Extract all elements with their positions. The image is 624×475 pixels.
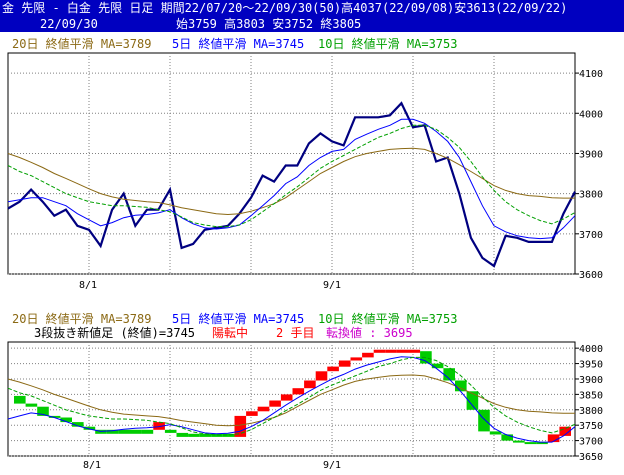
renko-up-block <box>373 349 386 353</box>
legend2-ma5: 5日 終値平滑 MA=3745 <box>172 311 304 326</box>
ohlc-summary: 始3759 高3803 安3752 終3805 <box>176 17 362 31</box>
renko-up-block <box>350 357 363 361</box>
instrument-title: 金 先限 - 白金 先限 日足 期間22/07/20～22/09/30(50)高… <box>2 1 568 15</box>
ma20-line <box>7 147 575 216</box>
renko-down-block <box>14 395 26 404</box>
renko-up-block <box>257 406 270 412</box>
bottom-y-tick-label: 3950 <box>579 360 603 371</box>
bottom-plot-frame <box>7 341 576 457</box>
bottom-x-tick-label: 9/1 <box>323 460 341 471</box>
renko-up-block <box>362 352 374 358</box>
ma10-line <box>7 124 576 228</box>
renko-up-block <box>385 349 397 353</box>
renko-down-block <box>60 417 72 423</box>
top-y-tick-label: 3700 <box>579 230 603 241</box>
renko-down-block <box>513 440 525 443</box>
renko-down-block <box>489 431 502 435</box>
legend2-ma10: 10日 終値平滑 MA=3753 <box>318 311 457 326</box>
renko-down-block <box>37 406 49 416</box>
renko-reversal-value: 転換値 : 3695 <box>326 325 413 340</box>
renko-up-block <box>234 415 247 437</box>
legend-ma5: 5日 終値平滑 MA=3745 <box>172 36 304 51</box>
bottom-y-tick-label: 3750 <box>579 421 603 432</box>
bottom-y-tick-label: 4000 <box>579 344 603 355</box>
renko-up-block <box>338 360 351 367</box>
bottom-y-tick-label: 3850 <box>579 390 603 401</box>
bottom-ma10-line <box>7 356 576 436</box>
renko-down-block <box>524 442 537 445</box>
renko-down-block <box>25 403 38 407</box>
price-line <box>7 101 576 268</box>
renko-up-block <box>246 411 258 416</box>
renko-state: 陽転中 <box>212 325 248 340</box>
header-line-2: 22/09/30 始3759 高3803 安3752 終3805 <box>0 16 624 32</box>
top-y-tick-label: 3800 <box>579 190 603 201</box>
bottom-x-tick-label: 8/1 <box>83 460 101 471</box>
legend2-ma20: 20日 終値平滑 MA=3789 <box>12 311 151 326</box>
renko-up-block <box>327 366 339 372</box>
top-y-tick-label: 3600 <box>579 270 603 281</box>
renko-down-block <box>48 415 61 418</box>
renko-down-block <box>501 434 513 441</box>
renko-down-block <box>176 432 189 437</box>
renko-down-block <box>130 429 142 434</box>
renko-up-block <box>408 349 421 353</box>
header-line-1: 金 先限 - 白金 先限 日足 期間22/07/20～22/09/30(50)高… <box>0 0 624 16</box>
bottom-y-tick-label: 3900 <box>579 375 603 386</box>
bottom-y-tick-label: 3700 <box>579 437 603 448</box>
renko-down-block <box>199 433 212 437</box>
renko-down-block <box>188 433 200 437</box>
top-x-tick-label: 8/1 <box>79 280 97 291</box>
legend-ma20: 20日 終値平滑 MA=3789 <box>12 36 151 51</box>
renko-down-block <box>431 363 444 369</box>
bottom-ma20-line <box>7 374 575 427</box>
renko-down-block <box>478 409 490 432</box>
renko-down-block <box>141 429 154 434</box>
renko-down-block <box>443 368 455 381</box>
renko-down-block <box>118 429 130 434</box>
renko-up-block <box>269 400 281 407</box>
renko-method-label: 3段抜き新値足 (終値)=3745 <box>34 325 195 340</box>
ma5-line <box>7 118 576 240</box>
top-y-tick-label: 3900 <box>579 149 603 160</box>
renko-up-block <box>315 371 328 381</box>
top-y-tick-label: 4000 <box>579 109 603 120</box>
renko-up-block <box>153 422 165 430</box>
legend-ma10: 10日 終値平滑 MA=3753 <box>318 36 457 51</box>
top-plot-frame <box>7 52 576 275</box>
renko-down-block <box>164 429 177 433</box>
renko-down-block <box>72 422 84 427</box>
renko-down-block <box>455 380 467 392</box>
bottom-y-tick-label: 3650 <box>579 452 603 463</box>
renko-up-block <box>547 434 560 443</box>
renko-down-block <box>83 426 96 430</box>
renko-down-block <box>222 433 235 437</box>
renko-up-block <box>280 394 293 401</box>
renko-up-block <box>304 380 316 389</box>
renko-count: 2 手目 <box>276 326 314 340</box>
renko-up-block <box>292 388 305 395</box>
renko-up-block <box>396 349 409 353</box>
renko-down-block <box>536 442 548 445</box>
renko-down-block <box>106 429 119 434</box>
last-date: 22/09/30 <box>40 17 98 31</box>
bottom-ma5-line <box>7 356 576 443</box>
top-y-tick-label: 4100 <box>579 69 603 80</box>
renko-down-block <box>466 391 479 410</box>
top-x-tick-label: 9/1 <box>323 280 341 291</box>
bottom-y-tick-label: 3800 <box>579 406 603 417</box>
renko-up-block <box>559 426 571 436</box>
